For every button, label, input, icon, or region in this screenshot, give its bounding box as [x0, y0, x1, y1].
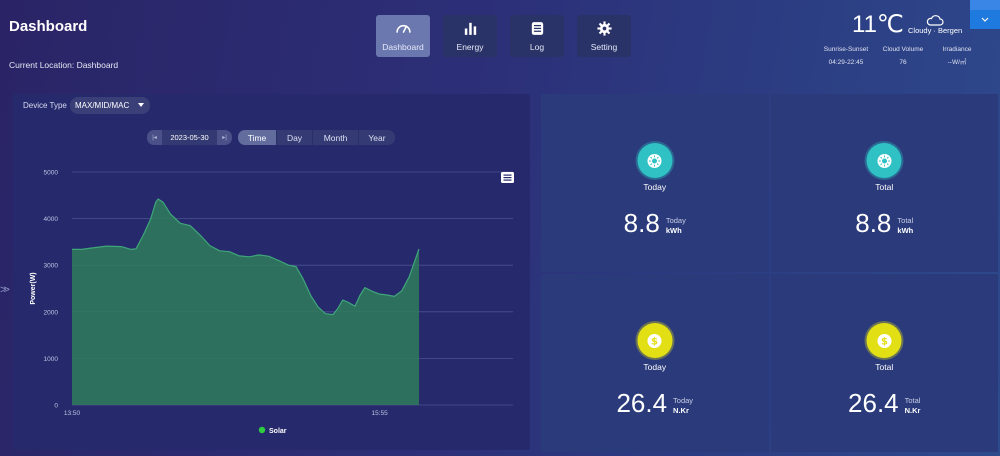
cloud-volume: Cloud Volume 76 [878, 43, 928, 69]
stats-grid: Today 8.8 Today kWh Total 8.8 Total kWh … [541, 94, 998, 452]
y-tick-label: 0 [54, 403, 58, 410]
card-meta-label: Today [665, 216, 686, 225]
range-year-button[interactable]: Year [359, 130, 395, 145]
chart-panel: Device Type MAX/MID/MAC |◂ 2023-05-30 ▸|… [13, 94, 530, 450]
gauge-icon [395, 24, 411, 33]
nav-setting-label: Setting [590, 42, 618, 52]
y-tick-label: 4000 [44, 216, 59, 223]
corner-bar [970, 0, 1000, 10]
legend-label-solar: Solar [269, 428, 287, 435]
card-value: 26.4 [616, 388, 668, 418]
range-day-button[interactable]: Day [277, 130, 313, 145]
y-axis-label: Power(W) [30, 272, 37, 304]
stat-card-total-revenue: $ Total 26.4 Total N.Kr [770, 274, 998, 452]
legend-marker-solar [258, 426, 266, 434]
chart-menu-icon[interactable] [501, 172, 514, 183]
power-chart: 0 1000 2000 3000 4000 5000 Power(W) 13:50 15:55 S… [30, 170, 514, 435]
x-tick-label: 13:50 [64, 410, 81, 417]
cloud-icon [926, 15, 944, 26]
card-title: Today [643, 362, 667, 372]
svg-text:$: $ [881, 336, 888, 347]
sidebar-toggle-icon[interactable]: >> [0, 284, 10, 296]
y-tick-label: 5000 [44, 170, 59, 177]
card-meta-label: Today [673, 396, 694, 405]
card-unit: kWh [897, 226, 914, 235]
cloud-volume-label: Cloud Volume [882, 46, 924, 53]
card-unit: N.Kr [904, 406, 921, 415]
card-title: Total [875, 362, 894, 372]
card-unit: N.Kr [673, 406, 689, 415]
series-line-solar [72, 198, 420, 316]
device-type-value: MAX/MID/MAC [75, 101, 130, 110]
stat-card-today-revenue: $ Today 26.4 Today N.Kr [541, 274, 769, 452]
current-location: Current Location: Dashboard [9, 60, 119, 70]
sun-icon [866, 143, 902, 178]
stat-card-today-energy: Today 8.8 Today kWh [541, 94, 769, 272]
irradiance-label: Irradiance [942, 46, 972, 53]
x-tick-label: 15:55 [371, 410, 388, 417]
weather-condition: Cloudy · Bergen [908, 26, 963, 35]
prev-date-button[interactable]: |◂ [147, 130, 162, 145]
expand-header-button[interactable] [970, 10, 1000, 29]
irradiance-value: --W/㎡ [947, 59, 967, 66]
dollar-icon: $ [637, 323, 673, 358]
sunrise-sunset-label: Sunrise-Sunset [823, 46, 869, 53]
series-area-solar [72, 199, 419, 405]
date-picker: |◂ 2023-05-30 ▸| [147, 130, 232, 145]
card-title: Today [643, 182, 667, 192]
card-meta-label: Total [897, 216, 914, 225]
nav-setting-button[interactable]: Setting [577, 15, 631, 57]
y-tick-label: 3000 [44, 263, 59, 270]
gear-icon [596, 21, 612, 36]
chevron-down-icon [981, 17, 989, 22]
bar-chart-icon [464, 22, 476, 35]
y-tick-label: 1000 [44, 356, 59, 363]
card-meta-label: Total [904, 396, 921, 405]
nav-dashboard-label: Dashboard [382, 42, 424, 52]
temperature: 11℃ [852, 11, 904, 38]
nav-energy-button[interactable]: Energy [443, 15, 497, 57]
svg-text:$: $ [651, 336, 658, 347]
range-time-button[interactable]: Time [238, 130, 277, 145]
main-nav: Dashboard Energy Log Se [376, 15, 631, 57]
sunrise-sunset-value: 04:29-22:45 [828, 59, 864, 66]
range-month-button[interactable]: Month [313, 130, 359, 145]
dollar-icon: $ [866, 323, 902, 358]
card-title: Total [875, 182, 894, 192]
device-type-select[interactable]: MAX/MID/MAC [70, 97, 150, 114]
nav-dashboard-button[interactable]: Dashboard [376, 15, 430, 57]
nav-energy-label: Energy [456, 42, 484, 52]
sunrise-sunset: Sunrise-Sunset 04:29-22:45 [820, 43, 872, 69]
irradiance: Irradiance --W/㎡ [934, 43, 980, 69]
nav-log-button[interactable]: Log [510, 15, 564, 57]
cloud-volume-value: 76 [899, 59, 907, 66]
card-value: 8.8 [623, 208, 660, 238]
date-value[interactable]: 2023-05-30 [162, 130, 217, 145]
card-value: 8.8 [855, 208, 892, 238]
log-icon [531, 22, 543, 35]
y-tick-label: 2000 [44, 309, 59, 316]
caret-down-icon [138, 103, 144, 107]
next-date-button[interactable]: ▸| [217, 130, 232, 145]
card-value: 26.4 [848, 388, 899, 418]
range-selector: Time Day Month Year [238, 130, 395, 145]
device-type-label: Device Type [23, 101, 67, 110]
card-unit: kWh [665, 226, 682, 235]
sun-icon [637, 143, 673, 178]
page-title: Dashboard [9, 18, 88, 35]
stat-card-total-energy: Total 8.8 Total kWh [770, 94, 998, 272]
nav-log-label: Log [529, 42, 545, 52]
